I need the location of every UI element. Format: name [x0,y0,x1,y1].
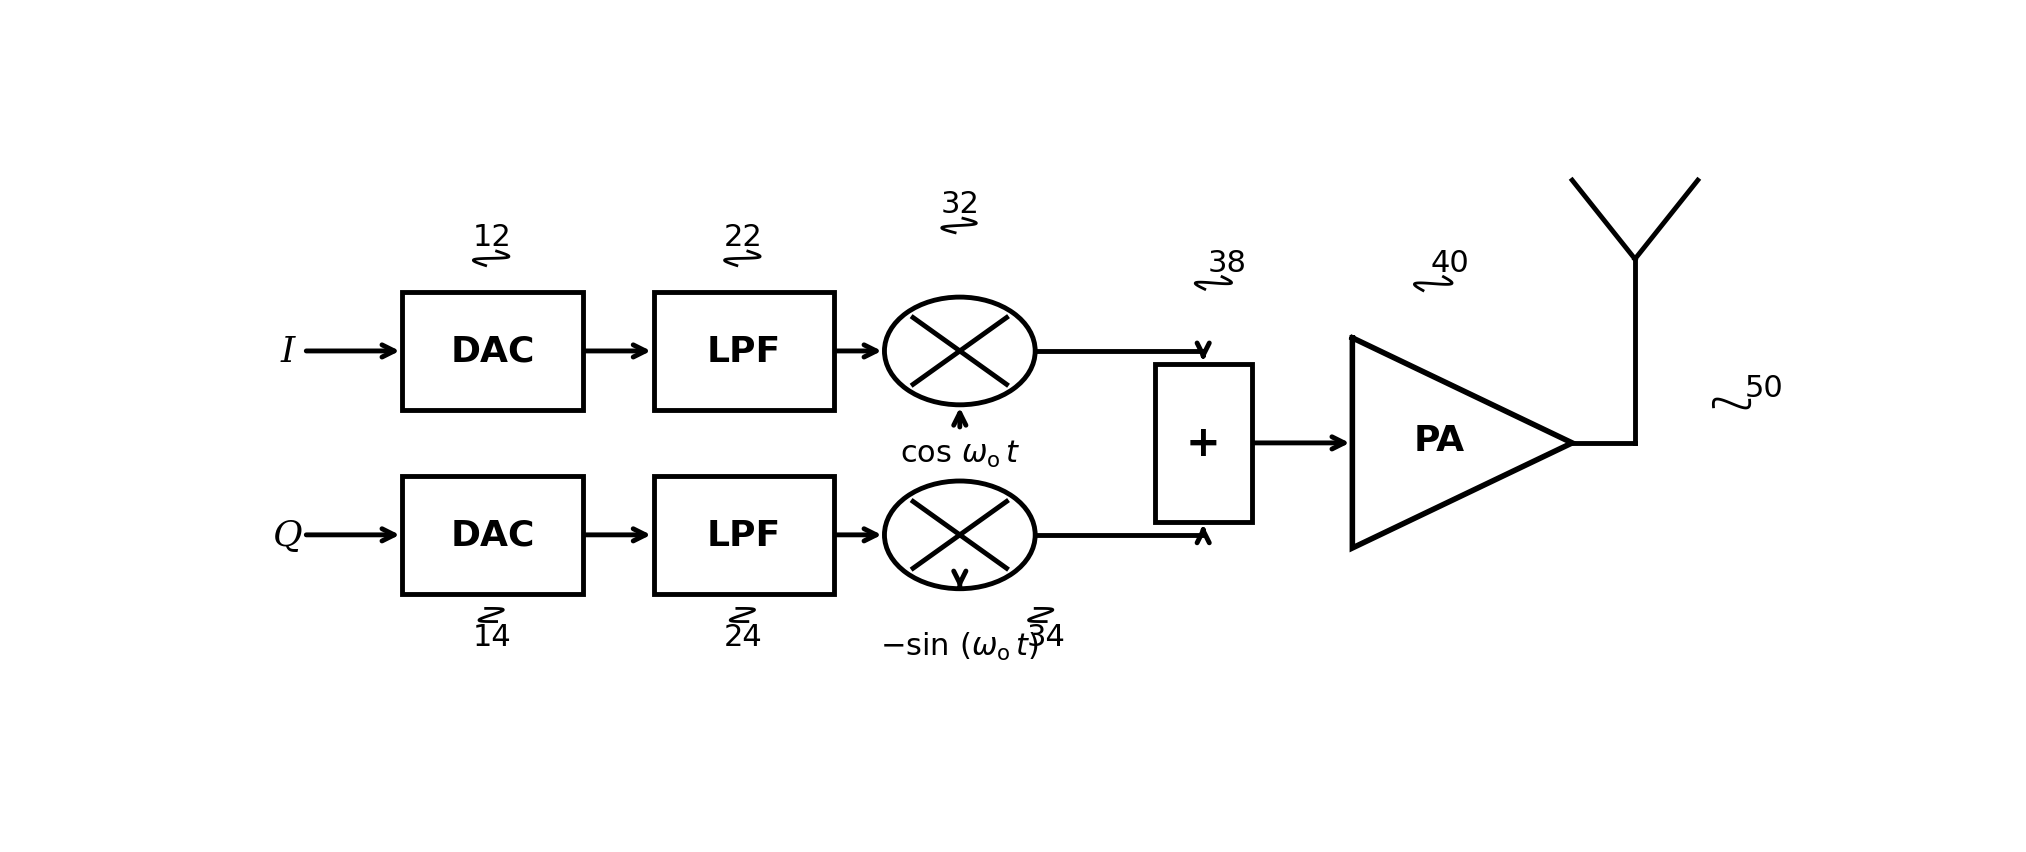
Bar [1155,365,1252,522]
Text: LPF: LPF [707,335,782,369]
Text: I: I [282,335,296,369]
Text: DAC: DAC [450,335,535,369]
Text: 34: 34 [1027,623,1066,652]
Text: PA: PA [1414,423,1465,457]
Text: 40: 40 [1430,249,1469,278]
Text: 24: 24 [723,623,762,652]
Text: Q: Q [274,518,302,552]
Text: $\cos\,\omega_{\rm o}\, t$: $\cos\,\omega_{\rm o}\, t$ [900,438,1019,469]
Bar [403,292,583,411]
Text: LPF: LPF [707,518,782,552]
Text: $-\sin\,(\omega_{\rm o}\, t)$: $-\sin\,(\omega_{\rm o}\, t)$ [881,630,1039,662]
Text: DAC: DAC [450,518,535,552]
Ellipse shape [885,481,1035,589]
Bar [654,292,835,411]
Ellipse shape [885,297,1035,406]
Text: 14: 14 [472,623,511,652]
Text: 32: 32 [940,189,979,218]
Text: 50: 50 [1744,373,1783,402]
Bar [403,476,583,595]
Text: +: + [1185,423,1220,464]
Text: 38: 38 [1207,249,1246,278]
Text: 22: 22 [723,222,762,251]
Text: 12: 12 [472,222,511,251]
Bar [654,476,835,595]
